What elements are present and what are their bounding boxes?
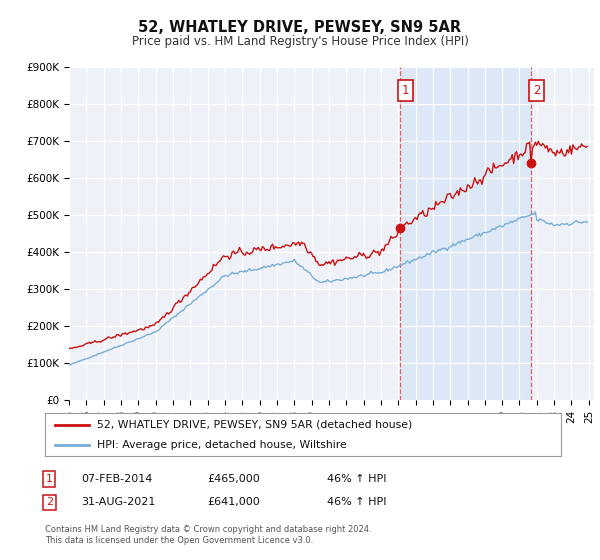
Text: 46% ↑ HPI: 46% ↑ HPI (327, 497, 386, 507)
Text: HPI: Average price, detached house, Wiltshire: HPI: Average price, detached house, Wilt… (97, 440, 346, 450)
Text: 1: 1 (401, 84, 409, 97)
Text: 52, WHATLEY DRIVE, PEWSEY, SN9 5AR (detached house): 52, WHATLEY DRIVE, PEWSEY, SN9 5AR (deta… (97, 419, 412, 430)
Text: 31-AUG-2021: 31-AUG-2021 (81, 497, 155, 507)
Text: Price paid vs. HM Land Registry's House Price Index (HPI): Price paid vs. HM Land Registry's House … (131, 35, 469, 48)
Text: 52, WHATLEY DRIVE, PEWSEY, SN9 5AR: 52, WHATLEY DRIVE, PEWSEY, SN9 5AR (139, 20, 461, 35)
Text: £465,000: £465,000 (207, 474, 260, 484)
Text: £641,000: £641,000 (207, 497, 260, 507)
Text: 07-FEB-2014: 07-FEB-2014 (81, 474, 152, 484)
Bar (400, 67, 531, 400)
Text: Contains HM Land Registry data © Crown copyright and database right 2024.
This d: Contains HM Land Registry data © Crown c… (45, 525, 371, 545)
Text: 46% ↑ HPI: 46% ↑ HPI (327, 474, 386, 484)
Text: 2: 2 (46, 497, 53, 507)
Text: 1: 1 (46, 474, 53, 484)
Text: 2: 2 (533, 84, 541, 97)
